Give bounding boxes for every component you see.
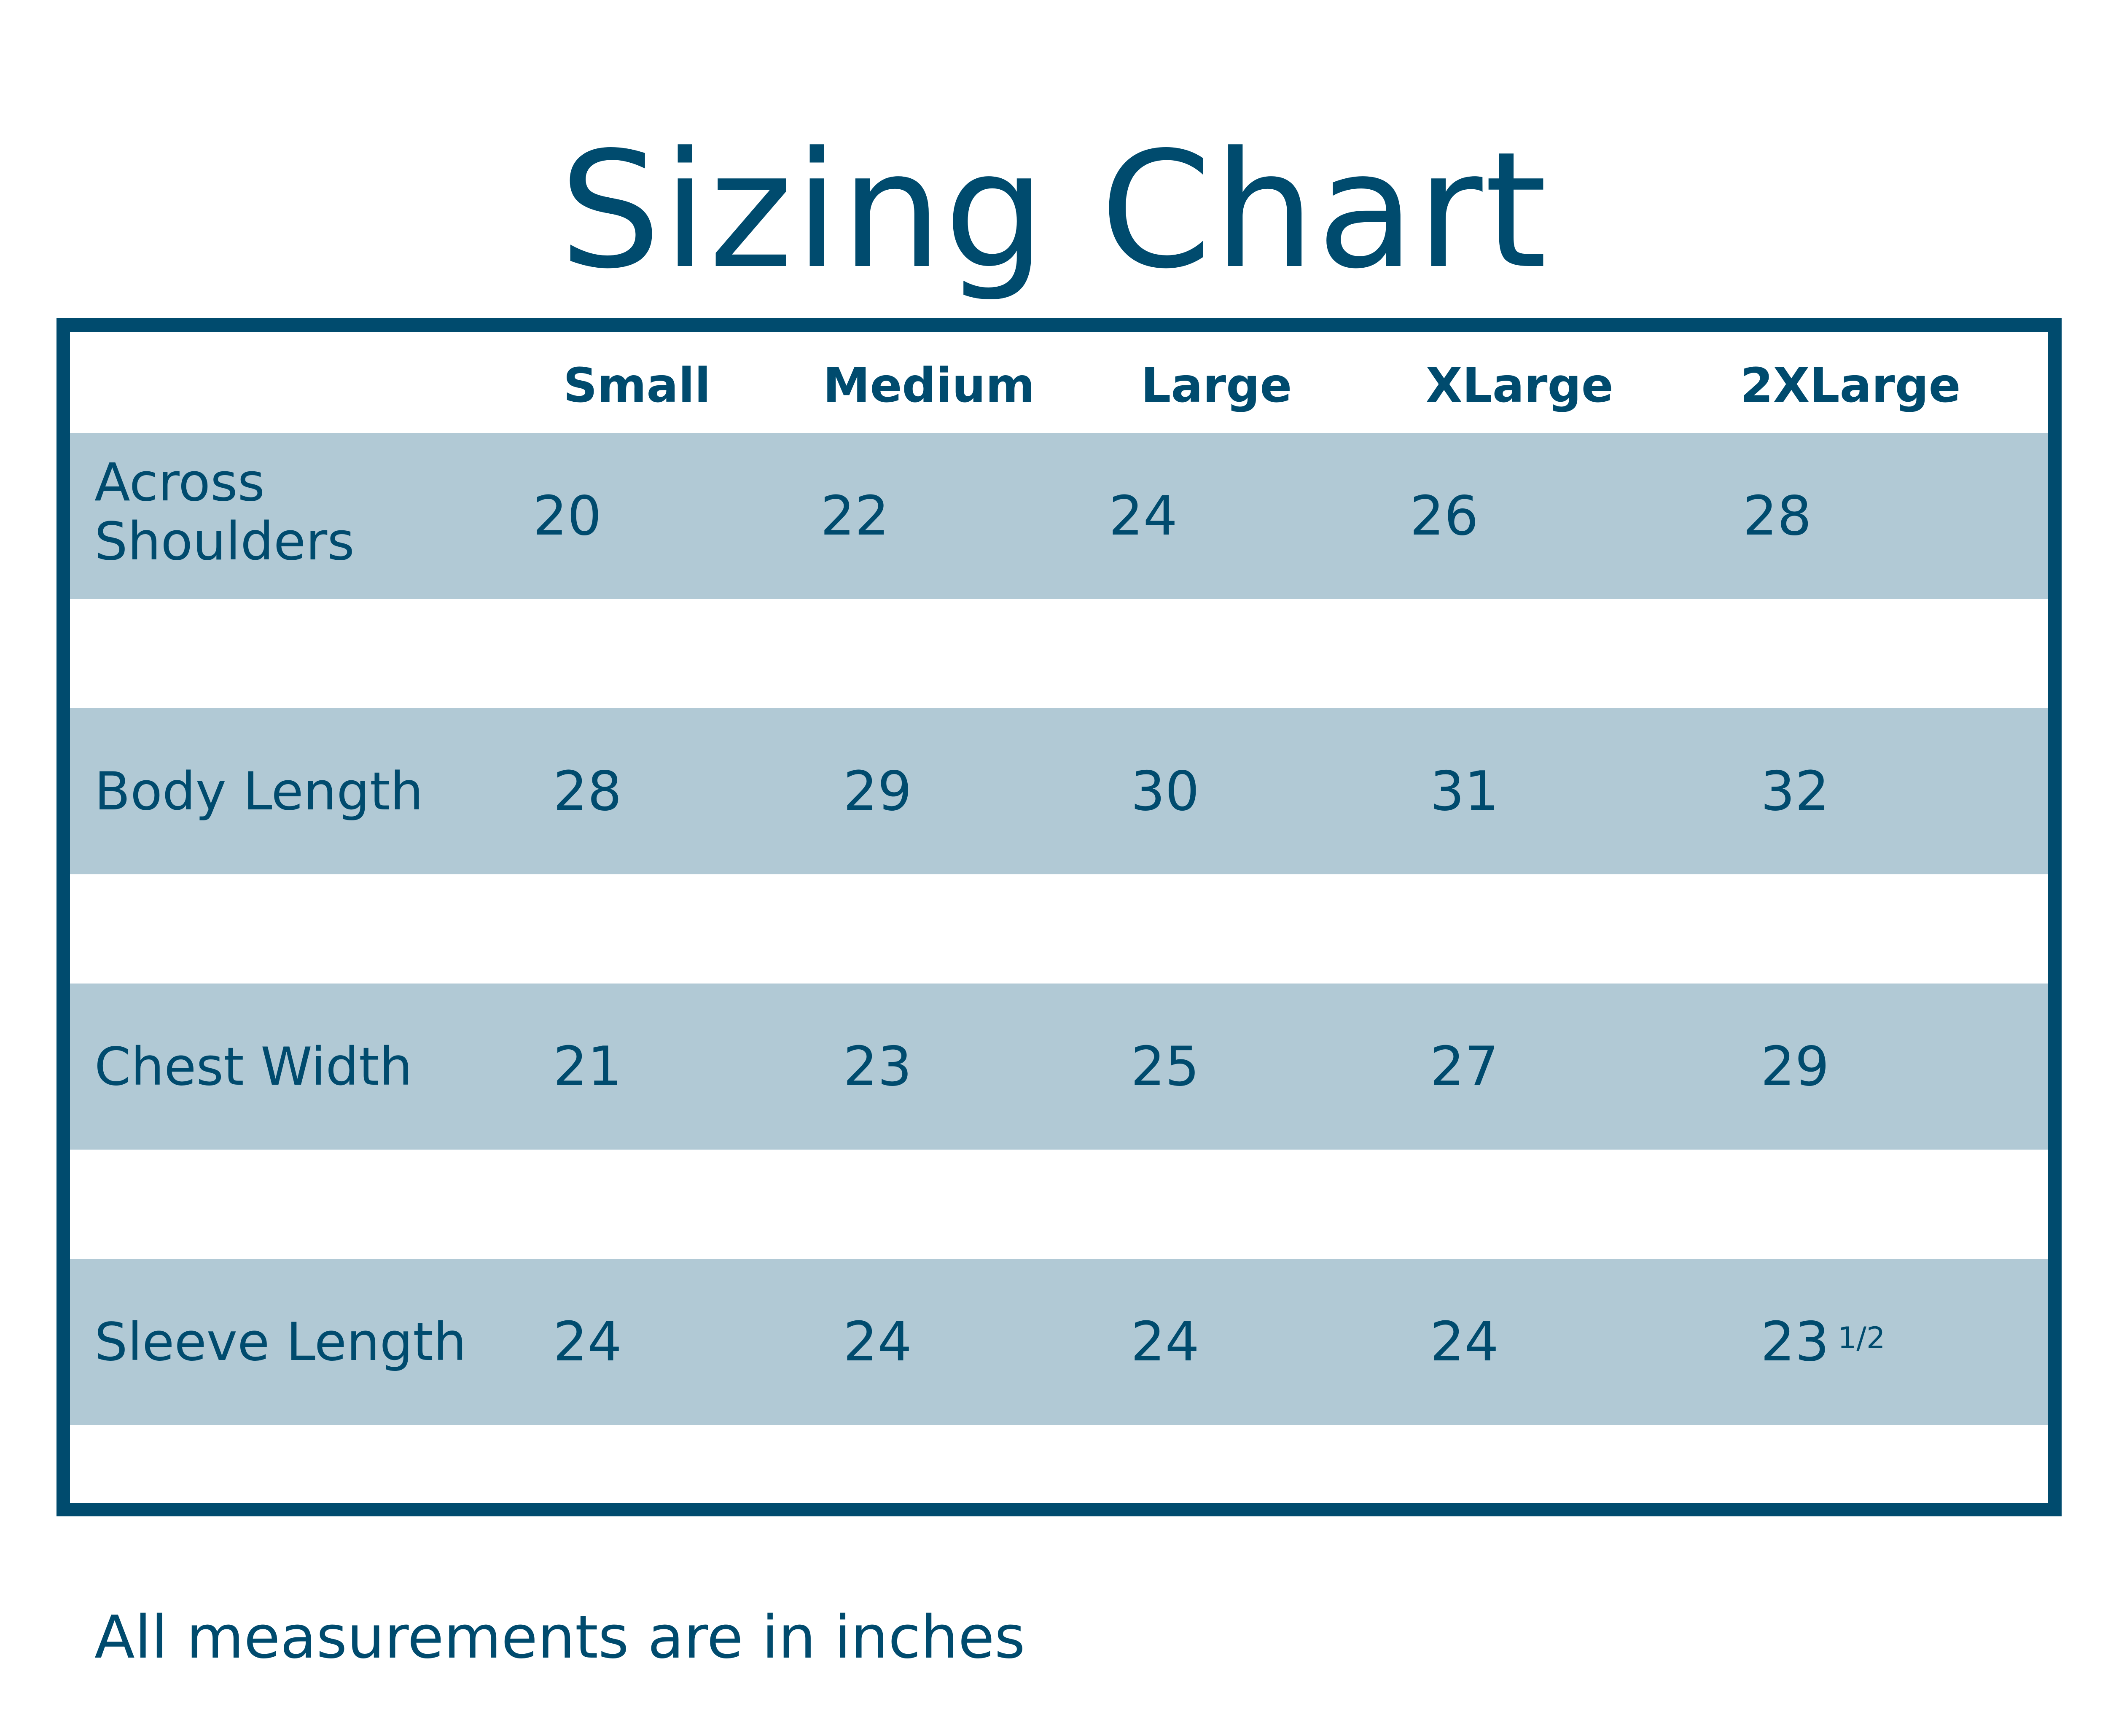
page-title: Sizing Chart <box>559 117 1549 304</box>
table-cell: 23 1/2 <box>1761 1313 1885 1372</box>
table-cell: 21 <box>553 1035 622 1098</box>
table-cell: 27 <box>1430 1035 1499 1098</box>
row-band-across-shoulders <box>70 433 2048 599</box>
row-band-sleeve-length <box>70 1259 2048 1425</box>
column-header-2xlarge: 2XLarge <box>1740 358 1961 413</box>
row-label-across-shoulders: Across Shoulders <box>94 453 355 571</box>
table-cell: 28 <box>553 760 622 823</box>
table-cell-fraction: 1/2 <box>1837 1321 1885 1355</box>
row-label-line: Across <box>94 452 265 513</box>
row-label-sleeve-length: Sleeve Length <box>94 1312 467 1373</box>
column-header-medium: Medium <box>823 358 1035 413</box>
table-cell: 31 <box>1430 760 1499 823</box>
table-cell: 24 <box>843 1311 912 1373</box>
table-cell: 28 <box>1743 485 1812 548</box>
table-cell: 23 <box>843 1035 912 1098</box>
table-cell: 24 <box>1430 1311 1499 1373</box>
table-cell: 29 <box>843 760 912 823</box>
table-cell: 32 <box>1761 760 1829 823</box>
table-cell: 20 <box>533 485 602 548</box>
column-header-large: Large <box>1141 358 1292 413</box>
table-cell: 25 <box>1131 1035 1199 1098</box>
table-cell: 26 <box>1410 485 1479 548</box>
table-cell: 24 <box>1109 485 1178 548</box>
table-cell: 24 <box>1131 1311 1199 1373</box>
row-band-body-length <box>70 708 2048 874</box>
row-label-line: Shoulders <box>94 511 355 572</box>
sizing-table-frame <box>56 318 2062 1516</box>
table-cell: 29 <box>1761 1035 1829 1098</box>
table-cell: 22 <box>820 485 889 548</box>
table-cell: 24 <box>553 1311 622 1373</box>
row-label-body-length: Body Length <box>94 761 424 822</box>
footer-note: All measurements are in inches <box>94 1603 1025 1672</box>
row-label-chest-width: Chest Width <box>94 1037 413 1097</box>
table-cell: 30 <box>1131 760 1199 823</box>
table-cell-whole: 23 <box>1761 1311 1829 1373</box>
column-header-small: Small <box>563 358 711 413</box>
column-header-xlarge: XLarge <box>1426 358 1613 413</box>
row-band-chest-width <box>70 984 2048 1150</box>
